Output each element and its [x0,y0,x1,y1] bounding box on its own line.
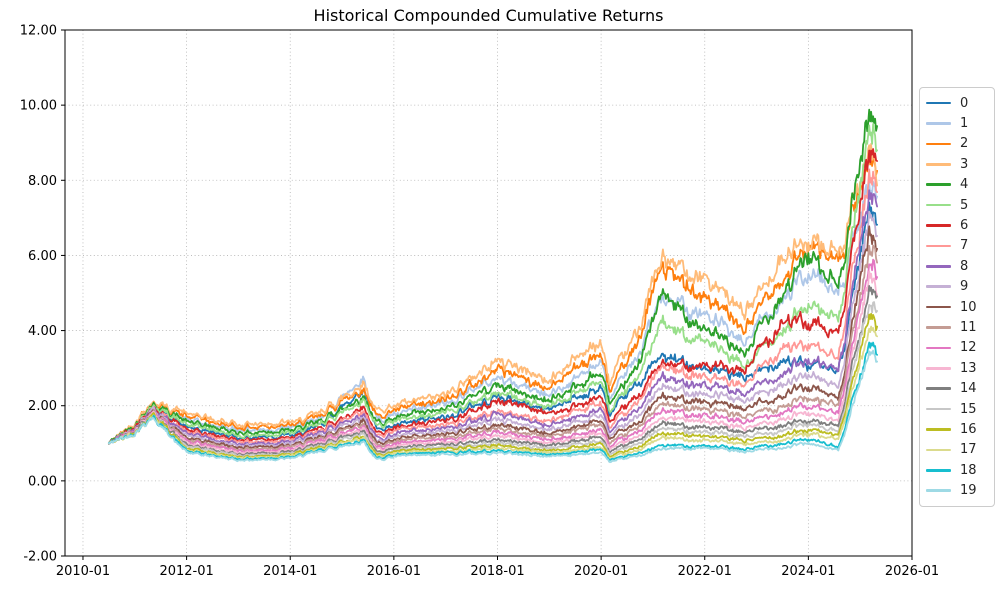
legend-label: 19 [960,483,977,499]
legend-label: 17 [960,442,977,458]
series-line-16 [108,312,878,459]
legend-entry-14: 14 [926,378,988,398]
x-tick-label: 2012-01 [159,564,213,579]
legend-line-swatch [926,122,951,125]
y-tick-label: 10.00 [20,99,57,114]
legend-entry-18: 18 [926,460,988,480]
legend-line-swatch [926,366,951,370]
legend-line-swatch [926,428,951,431]
legend-entry-12: 12 [926,338,988,358]
y-tick-label: 6.00 [28,249,57,264]
x-tick-label: 2016-01 [367,564,421,579]
series-line-1 [108,180,878,444]
y-tick-label: 0.00 [28,474,57,489]
legend-line-swatch [926,326,951,329]
legend-entry-16: 16 [926,419,988,439]
legend-entry-8: 8 [926,256,988,276]
legend-entry-5: 5 [926,195,988,215]
legend-line-swatch [926,346,951,350]
chart-title: Historical Compounded Cumulative Returns [313,6,664,25]
legend-entry-6: 6 [926,215,988,235]
x-tick-label: 2024-01 [781,564,835,579]
legend-label: 9 [960,279,969,295]
series-line-3 [108,142,878,445]
legend-entry-10: 10 [926,297,988,317]
legend-line-swatch [926,183,951,187]
legend-label: 8 [960,258,969,274]
legend-line-swatch [926,387,951,390]
legend-entry-13: 13 [926,358,988,378]
legend-entry-19: 19 [926,480,988,500]
legend-line-swatch [926,203,951,207]
series-line-5 [108,123,878,445]
legend-entry-7: 7 [926,236,988,256]
y-tick-label: 12.00 [20,24,57,39]
series-line-12 [108,258,878,454]
legend-label: 7 [960,238,969,254]
series-line-18 [108,341,878,461]
x-tick-label: 2026-01 [885,564,939,579]
legend-label: 12 [960,340,977,356]
legend-line-swatch [926,101,951,105]
legend-line-swatch [926,265,951,268]
y-tick-label: -2.00 [23,550,57,565]
legend-entry-11: 11 [926,317,988,337]
y-tick-label: 8.00 [28,174,57,189]
series-line-2 [108,152,878,444]
legend-entry-17: 17 [926,440,988,460]
series-line-13 [108,270,878,455]
series-line-6 [108,148,878,445]
series-line-10 [108,225,878,450]
legend-line-swatch [926,468,951,472]
legend-line-swatch [926,448,951,452]
legend-line-swatch [926,142,951,146]
x-tick-label: 2014-01 [263,564,317,579]
legend-label: 11 [960,319,977,335]
x-tick-label: 2022-01 [678,564,732,579]
legend-line-swatch [926,407,951,411]
legend-label: 0 [960,95,969,111]
plot-spines [64,29,913,557]
y-tick-label: 2.00 [28,399,57,414]
legend-entry-3: 3 [926,154,988,174]
legend-label: 13 [960,360,977,376]
series-line-9 [108,210,878,449]
legend-label: 5 [960,197,969,213]
legend-label: 1 [960,116,969,132]
legend-entry-1: 1 [926,113,988,133]
legend-label: 3 [960,156,969,172]
legend-line-swatch [926,163,951,166]
legend-line-swatch [926,224,951,227]
legend-line-swatch [926,305,951,309]
legend-entry-9: 9 [926,277,988,297]
x-tick-label: 2020-01 [574,564,628,579]
x-tick-label: 2010-01 [56,564,110,579]
legend-label: 14 [960,381,977,397]
y-tick-label: 4.00 [28,324,57,339]
legend-entry-4: 4 [926,175,988,195]
x-tick-label: 2018-01 [470,564,524,579]
legend: 0 1 2 3 4 5 6 7 8 9 10 11 12 13 14 15 16 17 18 19 [919,87,995,507]
series-line-0 [108,201,878,444]
legend-line-swatch [926,285,951,288]
legend-label: 10 [960,299,977,315]
legend-label: 6 [960,218,969,234]
legend-label: 15 [960,401,977,417]
series-line-8 [108,189,878,446]
legend-entry-2: 2 [926,134,988,154]
legend-label: 18 [960,462,977,478]
series-line-4 [108,108,878,445]
series-line-14 [108,285,878,457]
legend-line-swatch [926,489,951,492]
legend-entry-15: 15 [926,399,988,419]
series-line-19 [108,349,878,464]
legend-entry-0: 0 [926,93,988,113]
legend-label: 2 [960,136,969,152]
legend-label: 4 [960,177,969,193]
legend-label: 16 [960,421,977,437]
legend-line-swatch [926,244,951,248]
